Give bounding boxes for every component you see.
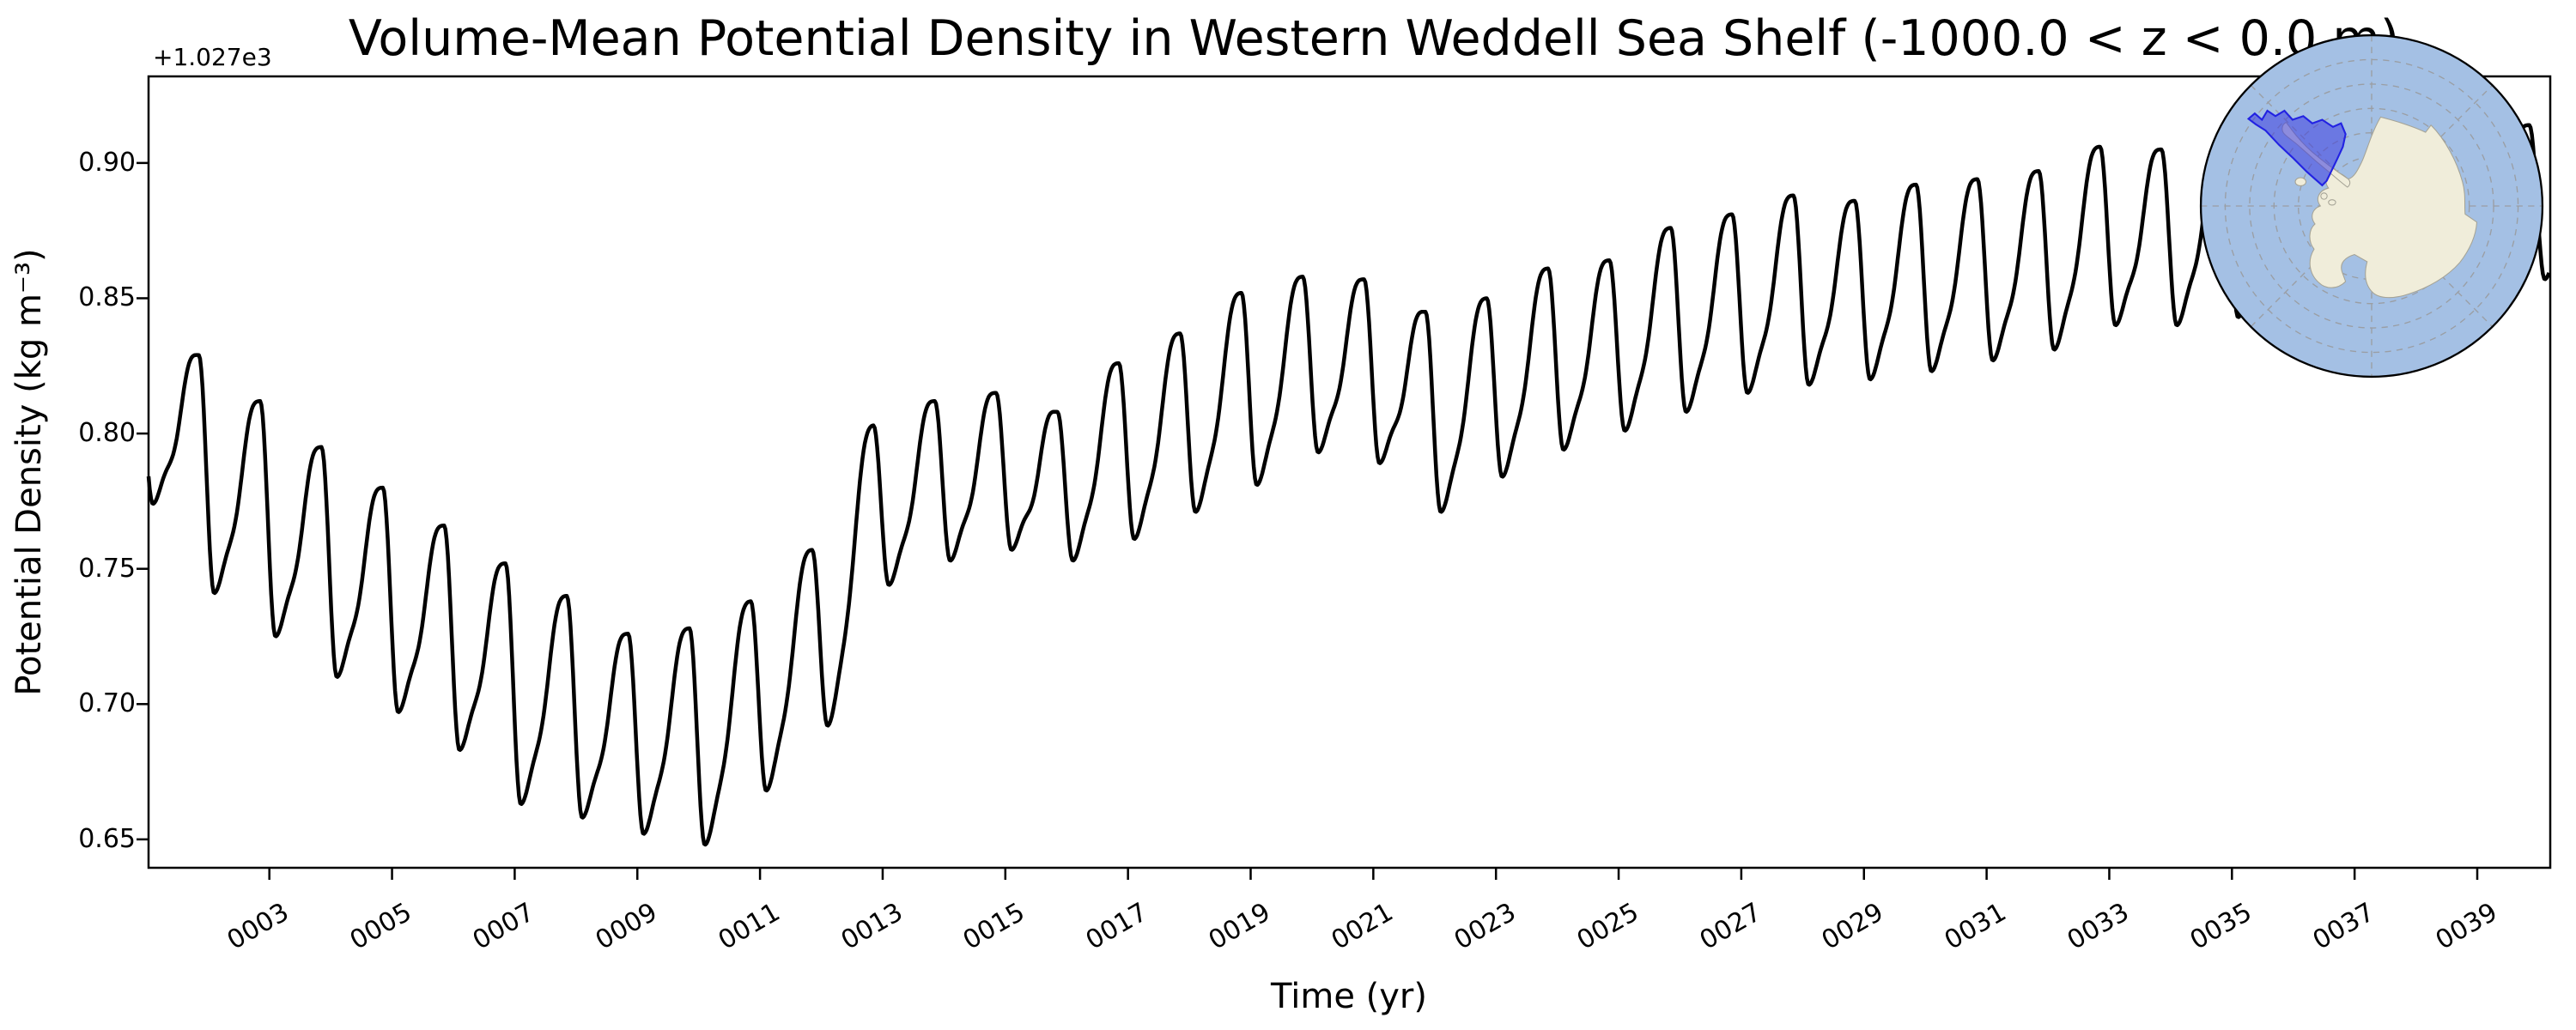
x-axis-label: Time (yr) <box>1271 977 1427 1016</box>
y-tick-label: 0.90 <box>78 147 136 178</box>
axis-tick-marks <box>137 161 2479 880</box>
density-timeseries-line <box>146 123 2551 847</box>
y-tick-label: 0.70 <box>78 688 136 719</box>
plot-area <box>147 75 2552 869</box>
map-border <box>2199 33 2544 379</box>
y-tick-label: 0.75 <box>78 553 136 584</box>
y-tick-label: 0.85 <box>78 282 136 313</box>
western-weddell-shelf-region <box>2246 109 2347 187</box>
y-tick-label: 0.65 <box>78 823 136 854</box>
y-tick-label: 0.80 <box>78 418 136 449</box>
chart-title: Volume-Mean Potential Density in Western… <box>348 10 2400 67</box>
antarctica-inset-map <box>2199 33 2544 379</box>
map-graticule <box>2201 35 2543 377</box>
y-axis-offset-text: +1.027e3 <box>153 43 272 71</box>
